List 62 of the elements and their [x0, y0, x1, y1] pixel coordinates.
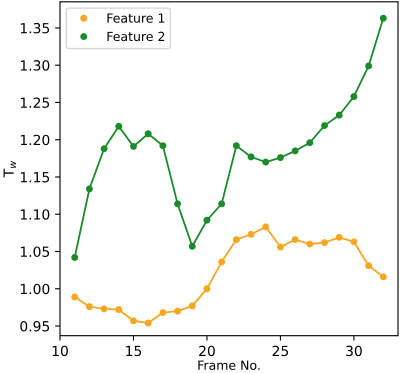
point [159, 142, 166, 150]
x-tick-label: 20 [199, 346, 215, 356]
y-tick-label: 1.05 [20, 246, 50, 257]
y-tick-label: 1.30 [20, 60, 50, 71]
point [321, 239, 328, 246]
point [248, 230, 255, 238]
point [262, 158, 270, 166]
point [115, 306, 122, 314]
point [203, 285, 210, 292]
y-axis-title: T$_{w}$ [4, 160, 16, 178]
point [100, 305, 108, 312]
point [232, 142, 240, 150]
point [306, 139, 314, 146]
point [232, 236, 240, 244]
point [188, 302, 196, 310]
point [130, 317, 137, 324]
y-tick-label: 1.35 [20, 22, 50, 34]
point [380, 14, 387, 22]
point [130, 142, 137, 150]
x-tick-label: 10 [52, 346, 68, 356]
point [350, 93, 358, 100]
point [262, 223, 270, 230]
point [336, 234, 343, 241]
legend-label: Feature 1 [107, 14, 164, 23]
point [365, 62, 372, 70]
y-tick-label: 1.25 [20, 97, 50, 108]
point [276, 154, 284, 162]
point [144, 320, 152, 327]
point [248, 153, 255, 160]
point [159, 309, 166, 316]
point [365, 262, 372, 270]
point [380, 273, 387, 280]
point [203, 216, 210, 224]
point [86, 185, 93, 192]
y-tick-label: 1.00 [20, 284, 50, 294]
point [218, 200, 226, 208]
point [144, 130, 152, 138]
point [321, 122, 328, 130]
x-tick-label: 15 [126, 346, 142, 356]
point [115, 122, 122, 130]
point [276, 244, 284, 250]
y-tick-label: 1.20 [20, 134, 50, 146]
point [174, 308, 182, 315]
legend-label: Feature 2 [107, 32, 164, 42]
x-tick-label: 30 [346, 346, 362, 356]
point [174, 200, 182, 208]
x-axis-title: Frame No. [198, 360, 260, 370]
point [336, 112, 343, 119]
y-tick-label: 0.95 [20, 320, 50, 332]
point [71, 293, 78, 300]
point [218, 258, 226, 266]
y-tick-label: 1.15 [20, 172, 50, 182]
point [306, 240, 314, 248]
point [71, 254, 78, 261]
y-tick-label: 1.10 [20, 209, 50, 220]
point [86, 303, 93, 310]
point [100, 145, 108, 152]
point [292, 147, 299, 154]
point [350, 238, 358, 246]
x-tick-label: 25 [272, 346, 288, 356]
point [188, 242, 196, 250]
point [292, 236, 299, 244]
